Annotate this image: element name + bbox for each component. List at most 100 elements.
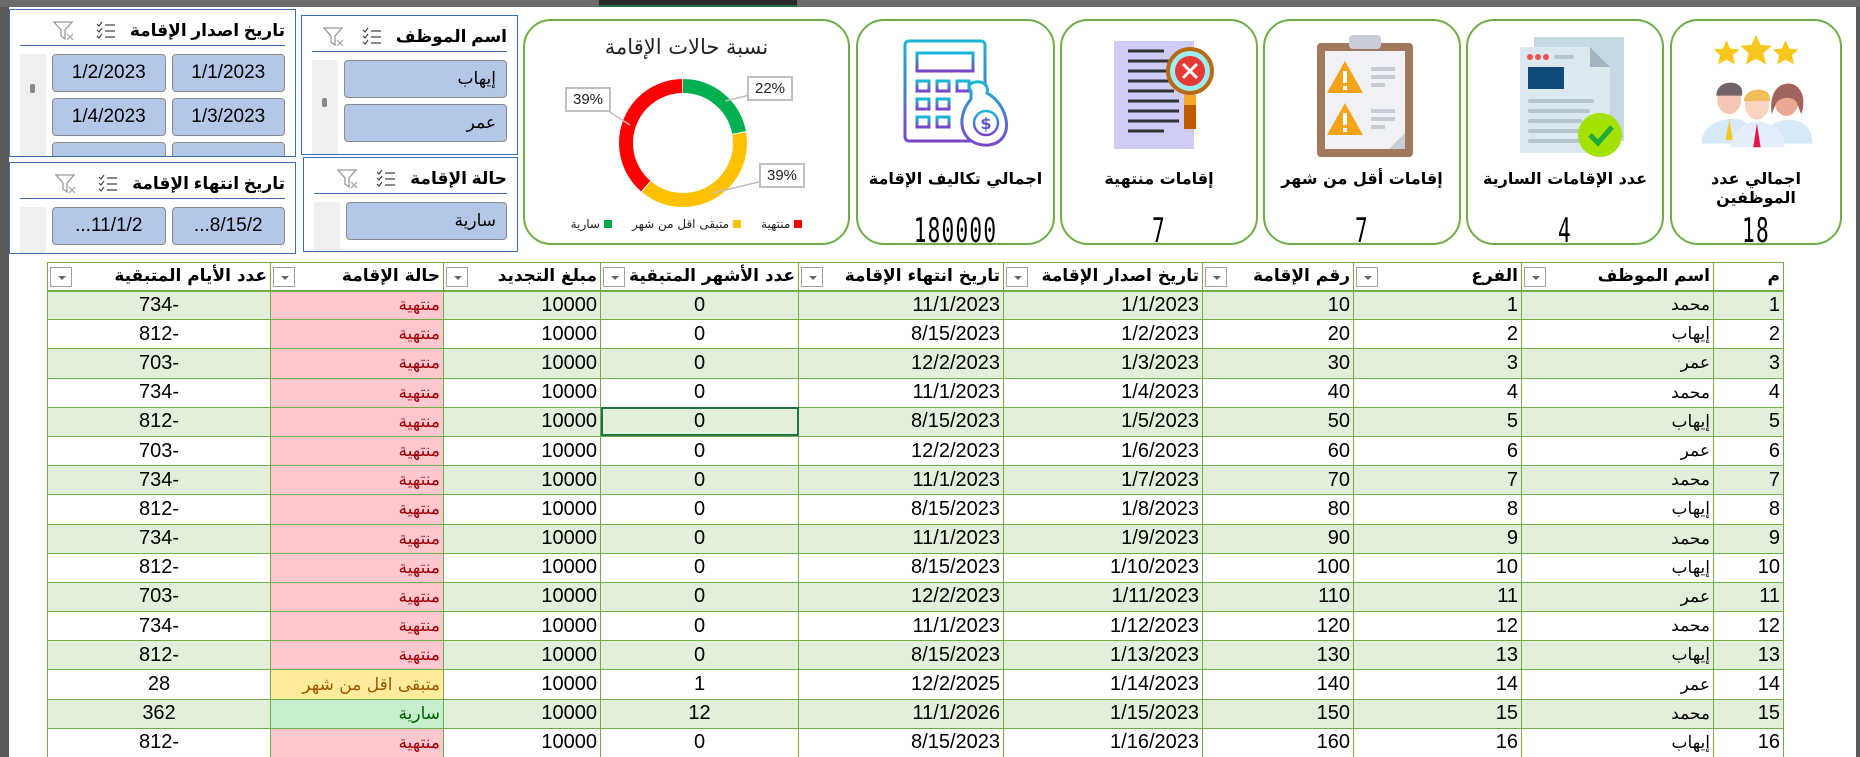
table-cell[interactable]: 12/2/2023: [798, 348, 1004, 379]
table-cell[interactable]: 5: [1353, 406, 1522, 437]
slicer-item[interactable]: إيهاب: [344, 60, 507, 98]
table-cell[interactable]: 0: [600, 348, 799, 379]
table-cell[interactable]: 60: [1202, 435, 1354, 467]
table-cell[interactable]: 6: [1713, 435, 1784, 467]
table-cell[interactable]: 8/15/2023: [798, 406, 1004, 437]
table-cell[interactable]: -812: [47, 552, 271, 583]
table-cell[interactable]: 10000: [443, 319, 601, 350]
table-cell[interactable]: محمد: [1521, 611, 1714, 642]
table-cell[interactable]: 20: [1202, 319, 1354, 350]
table-cell[interactable]: 4: [1713, 377, 1784, 408]
filter-dropdown-button[interactable]: [1006, 267, 1028, 287]
table-cell[interactable]: -734: [47, 289, 271, 321]
table-cell[interactable]: 8/15/2023: [798, 319, 1004, 350]
table-cell[interactable]: 8/15/2023: [798, 640, 1004, 671]
table-cell[interactable]: 1/14/2023: [1003, 669, 1203, 700]
table-cell[interactable]: إيهاب: [1521, 494, 1714, 525]
table-cell[interactable]: عمر: [1521, 581, 1714, 613]
table-cell[interactable]: 40: [1202, 377, 1354, 408]
table-cell[interactable]: 7: [1713, 465, 1784, 496]
table-cell[interactable]: -812: [47, 319, 271, 350]
table-cell[interactable]: 0: [600, 319, 799, 350]
filter-dropdown-button[interactable]: [1524, 267, 1546, 287]
table-cell[interactable]: 70: [1202, 465, 1354, 496]
table-cell[interactable]: -734: [47, 377, 271, 408]
table-cell[interactable]: 11: [1713, 581, 1784, 613]
table-cell[interactable]: 12: [600, 698, 799, 729]
table-cell[interactable]: 1/12/2023: [1003, 611, 1203, 642]
table-cell[interactable]: 0: [600, 727, 799, 757]
table-cell[interactable]: 1/15/2023: [1003, 698, 1203, 729]
table-cell[interactable]: 120: [1202, 611, 1354, 642]
selected-column-header[interactable]: [599, 0, 797, 7]
table-cell[interactable]: 1/10/2023: [1003, 552, 1203, 583]
table-cell[interactable]: 0: [600, 581, 799, 613]
clear-filter-icon[interactable]: [52, 19, 76, 43]
table-cell[interactable]: 0: [600, 640, 799, 671]
table-cell[interactable]: 10000: [443, 698, 601, 729]
table-cell[interactable]: 10000: [443, 727, 601, 757]
table-cell[interactable]: 3: [1713, 348, 1784, 379]
table-cell[interactable]: 16: [1353, 727, 1522, 757]
table-cell[interactable]: منتهية: [270, 348, 444, 379]
table-cell[interactable]: 0: [600, 552, 799, 583]
filter-dropdown-button[interactable]: [1205, 267, 1227, 287]
table-cell[interactable]: 13: [1353, 640, 1522, 671]
table-cell[interactable]: 2: [1353, 319, 1522, 350]
table-cell[interactable]: 16: [1713, 727, 1784, 757]
table-cell[interactable]: 10000: [443, 640, 601, 671]
table-cell[interactable]: 1/4/2023: [1003, 377, 1203, 408]
table-cell[interactable]: 1/16/2023: [1003, 727, 1203, 757]
chart-card-status-ratio[interactable]: نسبة حالات الإقامة 22% 39% 39% منتهية مت…: [523, 19, 850, 245]
table-cell[interactable]: محمد: [1521, 289, 1714, 321]
filter-dropdown-button[interactable]: [801, 267, 823, 287]
table-cell[interactable]: إيهاب: [1521, 727, 1714, 757]
table-cell[interactable]: 15: [1353, 698, 1522, 729]
slicer-item[interactable]: 1/3/2023: [171, 98, 285, 136]
table-cell[interactable]: سارية: [270, 698, 444, 729]
table-cell[interactable]: 3: [1353, 348, 1522, 379]
table-cell[interactable]: 12: [1713, 611, 1784, 642]
table-cell[interactable]: 9: [1713, 523, 1784, 554]
table-cell[interactable]: منتهية: [270, 319, 444, 350]
table-cell[interactable]: 11: [1353, 581, 1522, 613]
table-cell[interactable]: 11/1/2026: [798, 698, 1004, 729]
table-cell[interactable]: 110: [1202, 581, 1354, 613]
table-cell[interactable]: 10000: [443, 377, 601, 408]
table-cell[interactable]: -812: [47, 406, 271, 437]
slicer-item[interactable]: 1/2/2023: [52, 54, 166, 92]
filter-dropdown-button[interactable]: [273, 267, 295, 287]
table-cell[interactable]: منتهية: [270, 523, 444, 554]
table-cell[interactable]: 0: [600, 465, 799, 496]
table-cell[interactable]: 14: [1353, 669, 1522, 700]
table-cell[interactable]: إيهاب: [1521, 406, 1714, 437]
slicer-item[interactable]: عمر: [344, 104, 507, 142]
filter-dropdown-button[interactable]: [603, 267, 625, 287]
slicer-item[interactable]: 1/1/2023: [171, 54, 285, 92]
table-cell[interactable]: 1: [1713, 289, 1784, 321]
multi-select-icon[interactable]: [360, 25, 384, 49]
table-cell[interactable]: 10000: [443, 523, 601, 554]
table-cell[interactable]: 8: [1713, 494, 1784, 525]
table-cell[interactable]: -703: [47, 435, 271, 467]
table-cell[interactable]: 8/15/2023: [798, 727, 1004, 757]
table-cell[interactable]: 0: [600, 523, 799, 554]
table-cell[interactable]: منتهية: [270, 640, 444, 671]
filter-dropdown-button[interactable]: [1356, 267, 1378, 287]
slicer-scrollbar[interactable]: [314, 202, 340, 251]
table-cell[interactable]: 7: [1353, 465, 1522, 496]
table-cell[interactable]: عمر: [1521, 435, 1714, 467]
slicer-scrollbar[interactable]: [312, 60, 338, 154]
table-cell[interactable]: محمد: [1521, 523, 1714, 554]
table-cell[interactable]: 150: [1202, 698, 1354, 729]
table-cell[interactable]: -734: [47, 611, 271, 642]
table-cell[interactable]: 10000: [443, 406, 601, 437]
multi-select-icon[interactable]: [94, 19, 118, 43]
table-cell[interactable]: 0: [600, 435, 799, 467]
table-cell[interactable]: -703: [47, 581, 271, 613]
table-cell[interactable]: 50: [1202, 406, 1354, 437]
table-cell[interactable]: محمد: [1521, 465, 1714, 496]
table-cell[interactable]: 1/3/2023: [1003, 348, 1203, 379]
table-cell[interactable]: متبقى اقل من شهر: [270, 669, 444, 700]
table-cell[interactable]: 1: [1353, 289, 1522, 321]
